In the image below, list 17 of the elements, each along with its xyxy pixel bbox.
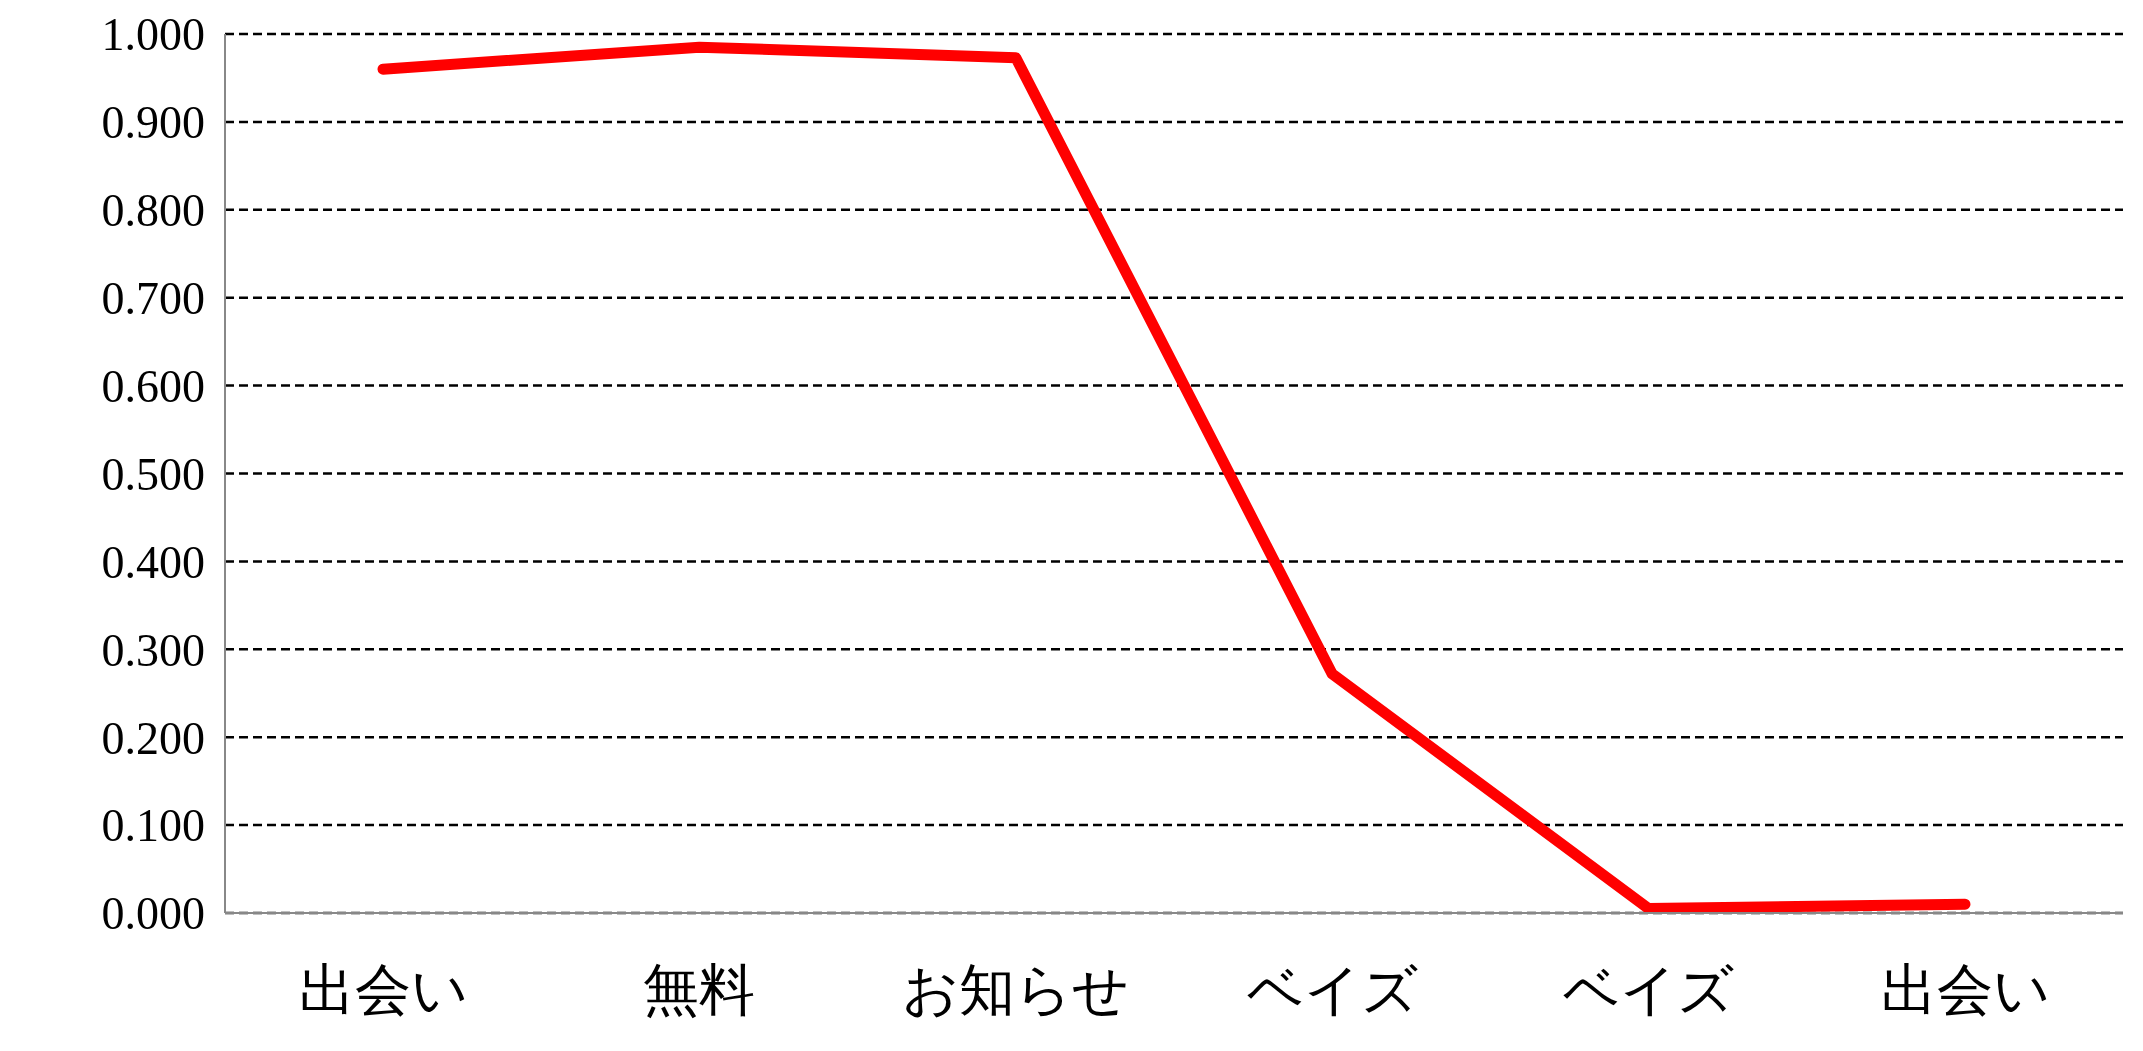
x-tick-label: 出会い [298, 958, 468, 1021]
x-tick-label: 出会い [1880, 958, 2050, 1021]
y-tick-label: 0.200 [101, 712, 205, 764]
y-tick-label: 0.400 [101, 536, 205, 588]
y-tick-label: 0.900 [101, 97, 205, 149]
y-tick-label: 1.000 [101, 9, 205, 61]
x-tick-label: ベイズ [1563, 958, 1735, 1021]
x-tick-label: ベイズ [1246, 958, 1418, 1021]
x-tick-label: お知らせ [902, 958, 1130, 1021]
y-tick-label: 0.100 [101, 800, 205, 852]
x-tick-label: 無料 [643, 958, 756, 1021]
y-tick-label: 0.800 [101, 185, 205, 237]
y-tick-label: 0.300 [101, 624, 205, 676]
y-tick-label: 0.700 [101, 273, 205, 325]
y-tick-label: 0.600 [101, 360, 205, 412]
y-tick-label: 0.000 [101, 888, 205, 940]
y-tick-label: 0.500 [101, 448, 205, 500]
